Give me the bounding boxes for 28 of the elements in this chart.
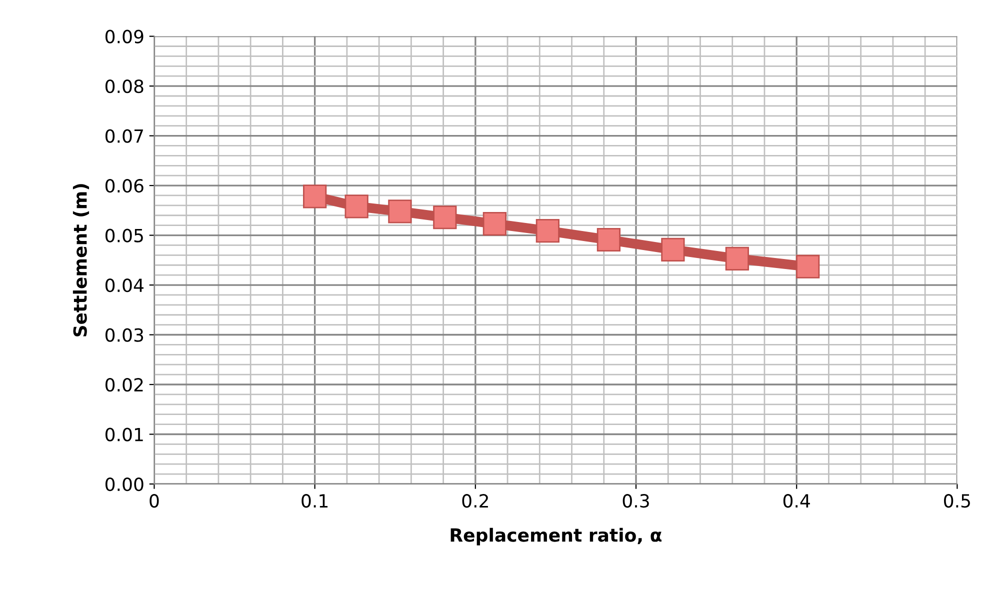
y-tick-label: 0.05	[105, 228, 143, 242]
point	[796, 254, 820, 278]
point	[596, 228, 621, 252]
point	[344, 194, 368, 218]
x-tick-label: 0.5	[944, 494, 970, 508]
y-tick-label: 0.08	[105, 80, 144, 94]
point	[303, 184, 327, 208]
y-axis-title: Settlement (m)	[72, 184, 90, 336]
y-tick-label: 0.03	[105, 328, 144, 342]
point	[388, 200, 412, 224]
point	[661, 238, 685, 262]
x-tick-label: 0	[150, 494, 159, 508]
x-tick-label: 0.4	[783, 494, 810, 508]
point	[536, 218, 560, 243]
y-tick-label: 0.04	[105, 278, 144, 292]
point	[482, 212, 506, 236]
x-tick-label: 0.2	[462, 494, 488, 508]
x-tick-label: 0.1	[302, 494, 328, 508]
y-tick-label: 0.00	[105, 477, 144, 492]
x-axis-title: Replacement ratio, α	[450, 528, 662, 546]
x-tick-label: 0.3	[622, 494, 649, 508]
point	[725, 246, 749, 270]
y-tick-label: 0.06	[105, 178, 144, 193]
point	[433, 206, 457, 230]
y-tick-label: 0.02	[105, 378, 143, 392]
y-tick-label: 0.07	[105, 129, 143, 143]
y-tick-label: 0.01	[105, 428, 143, 442]
y-tick-label: 0.09	[105, 30, 144, 44]
